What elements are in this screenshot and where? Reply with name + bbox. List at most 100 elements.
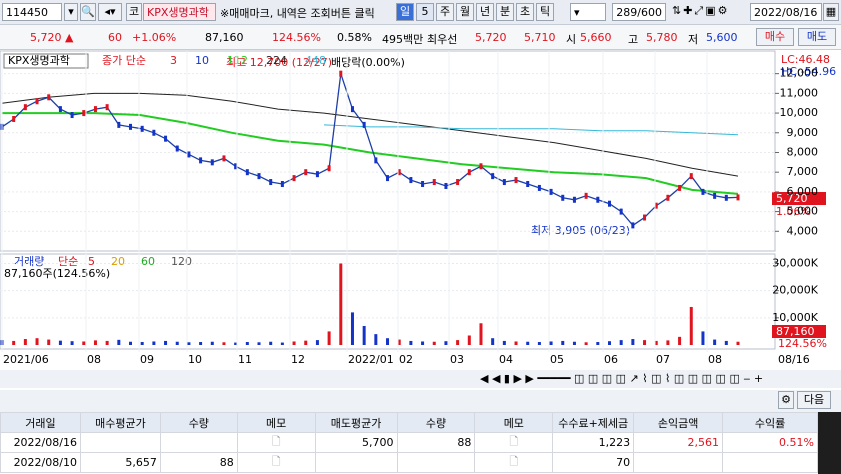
code-input[interactable]: 114450 bbox=[2, 3, 62, 21]
table-cell: 88 bbox=[396, 432, 476, 453]
best-label: 최우선 bbox=[427, 33, 458, 46]
tool-icons[interactable]: ⇅✚⤢▣⚙ bbox=[672, 4, 730, 17]
volume-bar bbox=[70, 341, 74, 345]
date-input[interactable]: 2022/08/16 bbox=[750, 3, 822, 21]
period-button[interactable]: 주 bbox=[436, 3, 454, 21]
volume-bar bbox=[152, 341, 156, 345]
volume-legend: 거래량 bbox=[14, 255, 44, 268]
x-tick-label: 10 bbox=[188, 353, 202, 366]
table-row: 2022/08/10 5,657 88 🗋 🗋 70 bbox=[0, 452, 818, 473]
candle bbox=[234, 163, 238, 170]
volume-ma-label: 단순 bbox=[58, 255, 78, 268]
header-cell: 수량 bbox=[159, 412, 238, 433]
volume-bar bbox=[713, 339, 717, 345]
volume-panel bbox=[0, 253, 776, 350]
volume-bar bbox=[514, 341, 518, 345]
volume-bar bbox=[82, 341, 86, 345]
volume-bar bbox=[397, 339, 401, 345]
calendar[interactable]: ▦ bbox=[823, 3, 839, 21]
volume-bar bbox=[432, 341, 436, 345]
candle bbox=[152, 129, 156, 136]
volume-bar bbox=[12, 340, 16, 345]
x-tick-label: 09 bbox=[140, 353, 154, 366]
period-button[interactable]: 틱 bbox=[536, 3, 554, 21]
volume-bar bbox=[129, 341, 133, 345]
lc-label: LC:46.48 bbox=[781, 53, 830, 66]
volume-bar bbox=[736, 341, 740, 345]
stock-legend-box bbox=[3, 53, 89, 69]
period-button[interactable]: 일 bbox=[396, 3, 414, 21]
candle bbox=[572, 196, 576, 203]
sound-button[interactable]: ◂▾ bbox=[98, 3, 122, 21]
candle bbox=[526, 181, 530, 188]
dropdown[interactable]: ▾ bbox=[64, 3, 78, 21]
scroll-controls[interactable]: ◀ ◀ ▮ ▶ ▶ ━━━━━ ◫ ◫ ◫ ◫ ↗ ⌇ ◫ ⌇ ◫ ◫ ◫ ◫ … bbox=[480, 372, 763, 385]
header-cell: 손익금액 bbox=[633, 412, 724, 433]
candle bbox=[58, 106, 62, 113]
candle bbox=[269, 179, 273, 186]
ma-legend-item: 3 bbox=[170, 54, 177, 67]
settings[interactable]: ⚙ bbox=[778, 391, 794, 409]
high-label: 고 bbox=[628, 33, 639, 46]
dividend-note: 배당락(0.00%) bbox=[331, 56, 405, 69]
current-date: 08/16 bbox=[778, 353, 810, 366]
candle bbox=[374, 157, 378, 164]
scrollbar bbox=[818, 412, 841, 474]
period-button[interactable]: 년 bbox=[476, 3, 494, 21]
period-button[interactable]: 월 bbox=[456, 3, 474, 21]
y-tick-label: 5,000 bbox=[787, 205, 819, 218]
volume-bar bbox=[175, 341, 179, 345]
volume-bar bbox=[584, 342, 588, 345]
volume-bar bbox=[678, 336, 682, 345]
period-button[interactable]: 5 bbox=[416, 3, 434, 21]
ma448-line bbox=[323, 124, 739, 136]
search-button[interactable]: 🔍 bbox=[80, 3, 96, 21]
volume-bar bbox=[444, 341, 448, 345]
table-toolbar bbox=[0, 390, 841, 412]
volume-bar bbox=[386, 338, 390, 345]
x-tick-label: 03 bbox=[450, 353, 464, 366]
candle bbox=[537, 184, 541, 191]
volume-bar bbox=[234, 342, 238, 345]
candle bbox=[47, 94, 51, 101]
memo-icon: 🗋 bbox=[236, 452, 316, 473]
volume-bar bbox=[724, 340, 728, 345]
candle bbox=[12, 115, 16, 122]
open-label: 시 bbox=[566, 33, 577, 46]
volume-bar bbox=[491, 338, 495, 345]
ma-legend-item: 224 bbox=[266, 54, 287, 67]
y-tick-label: 10,000 bbox=[780, 106, 819, 119]
select[interactable]: ▾ bbox=[570, 3, 606, 21]
low-label: 저 bbox=[688, 33, 699, 46]
candle bbox=[362, 121, 366, 128]
candle bbox=[280, 181, 284, 188]
candle bbox=[514, 177, 518, 184]
volume-ma-item: 120 bbox=[171, 255, 192, 268]
candle bbox=[479, 163, 483, 170]
period-button[interactable]: 초 bbox=[516, 3, 534, 21]
volume-bar bbox=[666, 340, 670, 345]
candle bbox=[292, 175, 296, 182]
amount: 495백만 bbox=[382, 33, 424, 46]
period-button[interactable]: 분 bbox=[496, 3, 514, 21]
x-tick-label: 02 bbox=[399, 353, 413, 366]
candle bbox=[70, 112, 74, 119]
volume-ma-item: 60 bbox=[141, 255, 155, 268]
table-cell: 5,700 bbox=[314, 432, 398, 453]
volume-bar bbox=[526, 341, 530, 345]
scroll-bar[interactable] bbox=[0, 370, 841, 388]
candle bbox=[35, 98, 39, 105]
volume-bar bbox=[222, 342, 226, 345]
candle bbox=[724, 194, 728, 201]
volume-ratio: 124.56% bbox=[272, 31, 321, 44]
bid: 5,710 bbox=[524, 31, 556, 44]
candle bbox=[129, 123, 133, 130]
volume-ma-item: 5 bbox=[88, 255, 95, 268]
volume-bar bbox=[339, 263, 343, 345]
sell-button[interactable]: 매도 bbox=[798, 28, 836, 46]
candle bbox=[666, 194, 670, 201]
volume-bar bbox=[245, 342, 249, 345]
volume-bar bbox=[701, 331, 705, 345]
buy-button[interactable]: 매수 bbox=[756, 28, 794, 46]
next-button[interactable]: 다음 bbox=[797, 391, 831, 409]
